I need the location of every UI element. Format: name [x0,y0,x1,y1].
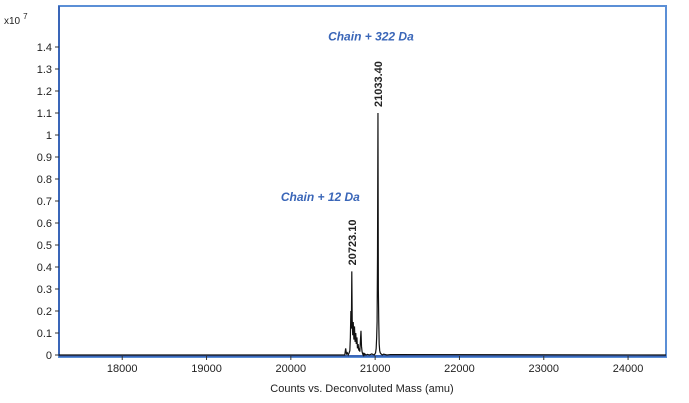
x-axis-label: Counts vs. Deconvoluted Mass (amu) [270,383,453,395]
annotations: Chain + 12 Da Chain + 322 Da [281,29,414,204]
x-axis: 18000 19000 20000 21000 22000 23000 24000 [59,355,666,375]
x-tick-label: 18000 [107,363,138,375]
y-tick-label: 0.3 [37,284,52,296]
plot-frame [58,5,667,358]
y-tick-label: 1.1 [37,108,52,120]
peak-label: 21033.40 [373,61,385,107]
peak-annotation: Chain + 12 Da [281,190,360,204]
peak-labels: 20723.10 21033.40 [347,61,385,265]
y-tick-label: 0.6 [37,218,52,230]
y-tick-label: 0 [46,350,52,362]
peak-annotation: Chain + 322 Da [328,29,414,43]
spectrum-trace [59,112,667,357]
y-tick-label: 1.2 [37,86,52,98]
x-tick-label: 21000 [360,363,391,375]
x-tick-label: 22000 [444,363,475,375]
x-tick-label: 24000 [613,363,644,375]
y-tick-label: 0.5 [37,240,52,252]
peak-label: 20723.10 [347,220,359,266]
y-tick-label: 0.2 [37,306,52,318]
x-tick-label: 19000 [191,363,222,375]
y-axis: 0 0.1 0.2 0.3 0.4 0.5 0.6 0.7 0.8 0.9 1 1.1 1.2 1.3 1.… [37,6,60,362]
y-tick-label: 1.4 [37,42,52,54]
y-tick-label: 1 [46,130,52,142]
x-tick-label: 20000 [276,363,307,375]
y-tick-label: 1.3 [37,64,52,76]
y-tick-label: 0.9 [37,152,52,164]
y-tick-label: 0.8 [37,174,52,186]
y-tick-label: 0.4 [37,262,52,274]
y-multiplier: x10 7 [4,12,28,27]
y-tick-label: 0.1 [37,328,52,340]
y-tick-label: 0.7 [37,196,52,208]
x-tick-label: 23000 [528,363,559,375]
